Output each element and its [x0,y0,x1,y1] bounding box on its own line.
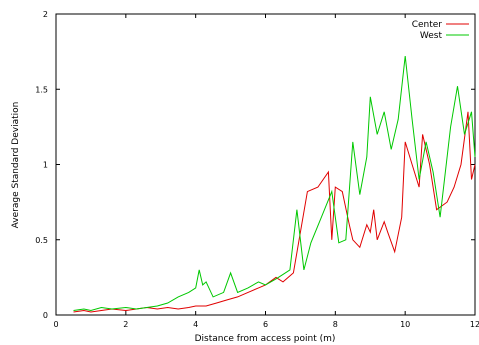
tick-labels: 0 2 4 6 8 10 12 0 0.5 1 1.5 2 [35,10,479,329]
legend-label-center: Center [412,20,443,30]
x-axis-label: Distance from access point (m) [195,334,336,344]
y-tick-label: 0 [43,311,48,320]
x-tick-label: 2 [123,320,128,329]
axis-ticks [55,13,476,316]
x-tick-label: 8 [333,320,338,329]
x-tick-label: 0 [53,320,58,329]
series-line-center [73,111,476,313]
y-tick-label: 1.5 [35,85,48,94]
x-tick-label: 6 [263,320,268,329]
y-tick-label: 0.5 [35,236,48,245]
x-tick-label: 4 [193,320,198,329]
series-line-west [73,56,476,312]
y-axis-label: Average Standard Deviation [11,102,21,229]
y-tick-label: 2 [43,10,48,19]
x-tick-label: 10 [400,320,410,329]
y-tick-label: 1 [43,161,48,170]
x-tick-label: 12 [470,320,479,329]
legend-label-west: West [420,31,443,41]
series-layer [73,56,476,313]
